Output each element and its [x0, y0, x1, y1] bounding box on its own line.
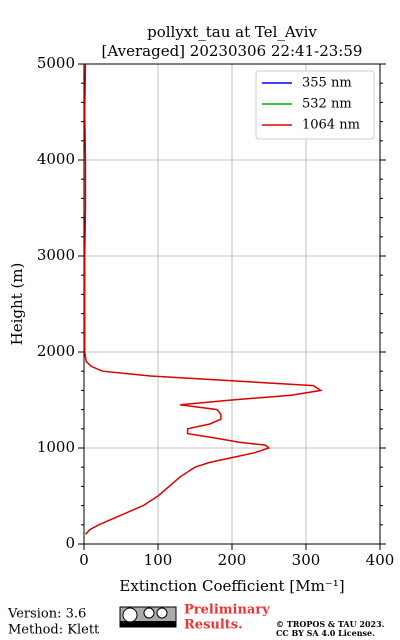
- preliminary: Results.: [184, 618, 243, 633]
- preliminary: Preliminary: [184, 603, 270, 618]
- y-tick-label: 3000: [37, 246, 75, 264]
- chart-title: pollyxt_tau at Tel_Aviv: [147, 23, 317, 41]
- x-tick-label: 300: [292, 551, 321, 569]
- method: Method: Klett: [8, 623, 100, 638]
- x-tick-label: 0: [79, 551, 89, 569]
- legend-box: [255, 70, 375, 140]
- y-tick-label: 2000: [37, 342, 75, 360]
- x-tick-label: 100: [144, 551, 173, 569]
- legend-label: 1064 nm: [302, 118, 360, 133]
- cc-badge: [119, 606, 177, 628]
- y-axis-label: Height (m): [8, 263, 26, 346]
- x-axis-label: Extinction Coefficient [Mm⁻¹]: [119, 577, 344, 595]
- y-tick-label: 0: [65, 534, 75, 552]
- license: CC BY SA 4.0 License.: [276, 628, 375, 638]
- license: © TROPOS & TAU 2023.: [276, 619, 385, 629]
- x-tick-label: 200: [218, 551, 247, 569]
- legend-label: 532 nm: [302, 97, 352, 112]
- y-tick-label: 1000: [37, 438, 75, 456]
- legend-label: 355 nm: [302, 76, 352, 91]
- data-line: [83, 63, 323, 535]
- y-tick-label: 5000: [37, 54, 75, 72]
- chart-subtitle: [Averaged] 20230306 22:41-23:59: [102, 42, 363, 60]
- x-tick-label: 400: [366, 551, 395, 569]
- version: Version: 3.6: [7, 607, 86, 622]
- y-tick-label: 4000: [37, 150, 75, 168]
